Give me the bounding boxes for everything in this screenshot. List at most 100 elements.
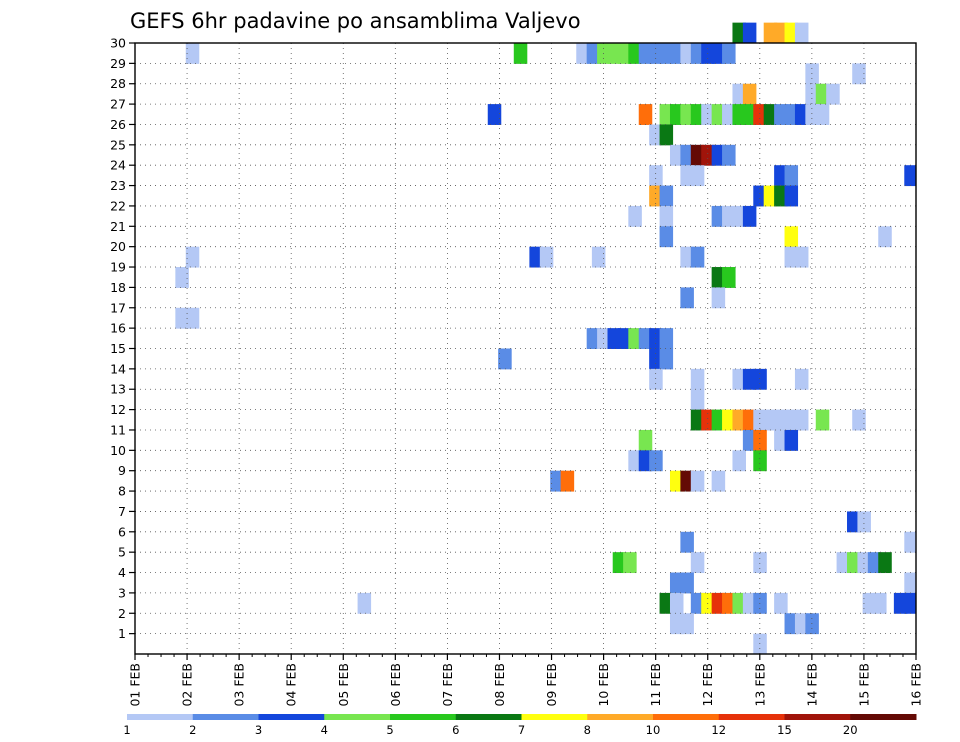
heatmap-cell	[680, 470, 694, 492]
heatmap-cell	[904, 592, 916, 614]
heatmap-cell	[794, 104, 809, 125]
y-tick-label: 10	[110, 443, 126, 458]
x-tick-label: 15 FEB	[856, 663, 871, 707]
x-tick-label: 14 FEB	[804, 663, 819, 707]
y-tick-label: 21	[110, 219, 126, 234]
heatmap-cell	[669, 144, 684, 166]
heatmap-cell	[628, 43, 642, 64]
y-tick-label: 8	[118, 484, 126, 499]
heatmap-cell	[680, 613, 694, 635]
heatmap-cell	[638, 328, 653, 349]
heatmap-cell	[852, 409, 866, 431]
heatmap-cell	[774, 185, 788, 207]
heatmap-cell	[649, 124, 663, 146]
x-tick-label: 11 FEB	[648, 663, 663, 707]
heatmap-cell	[774, 104, 788, 125]
y-tick-label: 24	[110, 158, 126, 173]
heatmap-cell	[763, 22, 778, 44]
colorbar-swatch	[784, 714, 851, 720]
colorbar-swatch	[390, 714, 457, 720]
heatmap-cell	[847, 511, 861, 533]
heatmap-cell	[513, 43, 528, 64]
heatmap-cell	[732, 83, 746, 105]
heatmap-cell	[680, 531, 694, 553]
heatmap-cell	[649, 165, 663, 187]
heatmap-cell	[826, 83, 840, 105]
heatmap-cell	[175, 267, 189, 288]
x-tick-label: 09 FEB	[544, 663, 559, 707]
heatmap-cell	[722, 144, 736, 166]
colorbar-label: 7	[518, 723, 525, 737]
y-tick-label: 30	[110, 36, 126, 51]
heatmap-cell	[763, 185, 778, 207]
heatmap-cell	[774, 429, 788, 451]
x-tick-label: 10 FEB	[596, 663, 611, 707]
heatmap-cell	[732, 409, 746, 431]
heatmap-cell	[638, 43, 653, 64]
heatmap-cell	[680, 572, 694, 594]
heatmap-cell	[690, 368, 705, 390]
heatmap-cell	[690, 592, 705, 614]
colorbar-label: 15	[777, 723, 792, 737]
y-tick-label: 17	[110, 300, 126, 315]
heatmap-cell	[904, 165, 916, 187]
heatmap-cell	[638, 429, 653, 451]
heatmap-cell	[722, 592, 736, 614]
heatmap-cell	[669, 613, 684, 635]
y-tick-label: 3	[118, 585, 126, 600]
y-tick-label: 7	[118, 504, 126, 519]
colorbar-swatch	[850, 714, 917, 720]
heatmap-cell	[784, 429, 799, 451]
heatmap-cell	[690, 246, 705, 268]
heatmap-cell	[185, 246, 200, 268]
heatmap-cell	[576, 43, 590, 64]
y-tick-label: 18	[110, 280, 126, 295]
heatmap-cell	[649, 185, 663, 207]
heatmap-cell	[659, 43, 674, 64]
colorbar-swatch	[258, 714, 325, 720]
heatmap-cell	[753, 450, 767, 472]
heatmap-cell	[784, 22, 799, 44]
heatmap-cell	[659, 104, 674, 125]
heatmap-cell	[357, 592, 372, 614]
heatmap-cell	[638, 104, 653, 125]
colorbar-swatch	[718, 714, 785, 720]
heatmap-cell	[732, 368, 746, 390]
colorbar-label: 5	[386, 723, 393, 737]
heatmap-cell	[638, 450, 653, 472]
heatmap-cell	[815, 409, 830, 431]
heatmap-cell	[893, 592, 908, 614]
heatmap-cell	[836, 552, 851, 574]
heatmap-cell	[904, 531, 916, 553]
y-tick-label: 6	[118, 524, 126, 539]
heatmap-cell	[815, 83, 830, 105]
heatmap-cell	[878, 226, 892, 248]
heatmap-cell	[784, 613, 799, 635]
colorbar-label: 1	[123, 723, 130, 737]
x-axis-ticks: 01 FEB 02 FEB 03 FEB 04 FEB 05 FEB 06 FEB 07 F…	[128, 654, 924, 707]
dotted-grid	[135, 43, 916, 654]
heatmap-cell	[784, 409, 799, 431]
x-tick-label: 03 FEB	[232, 663, 247, 707]
heatmap-cell	[711, 592, 726, 614]
heatmap-cell	[659, 592, 674, 614]
heatmap-cell	[763, 409, 778, 431]
heatmap-cell	[753, 185, 767, 207]
colorbar-swatch	[455, 714, 522, 720]
heatmap-cell	[742, 83, 757, 105]
heatmap-cell	[742, 368, 757, 390]
heatmap-cell	[659, 328, 674, 349]
heatmap-cell	[753, 104, 767, 125]
heatmap-cell	[742, 429, 757, 451]
y-tick-label: 23	[110, 178, 126, 193]
heatmap-cell	[711, 43, 726, 64]
heatmap-cell	[175, 307, 189, 329]
heatmap-cells	[175, 22, 916, 655]
heatmap-cell	[607, 328, 622, 349]
heatmap-cell	[794, 246, 809, 268]
y-tick-label: 9	[118, 463, 126, 478]
heatmap-cell	[847, 552, 861, 574]
heatmap-cell	[742, 104, 757, 125]
heatmap-cell	[690, 43, 705, 64]
